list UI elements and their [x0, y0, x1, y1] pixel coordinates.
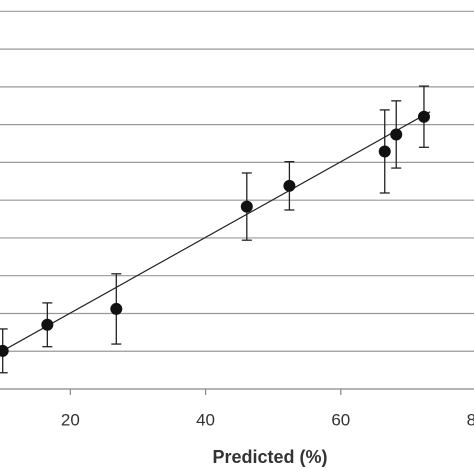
trendline	[0, 111, 431, 353]
x-tick-label: 20	[61, 410, 80, 429]
point	[283, 179, 296, 192]
x-tick-label: 80	[467, 410, 474, 429]
point	[0, 344, 9, 357]
x-tick-label: 60	[331, 410, 350, 429]
point	[390, 128, 403, 141]
point	[110, 302, 123, 315]
point	[240, 200, 253, 213]
point	[417, 110, 430, 123]
x-axis-label: Predicted (%)	[212, 447, 327, 467]
point	[378, 145, 391, 158]
x-tick-label: 40	[196, 410, 215, 429]
point	[41, 318, 54, 331]
